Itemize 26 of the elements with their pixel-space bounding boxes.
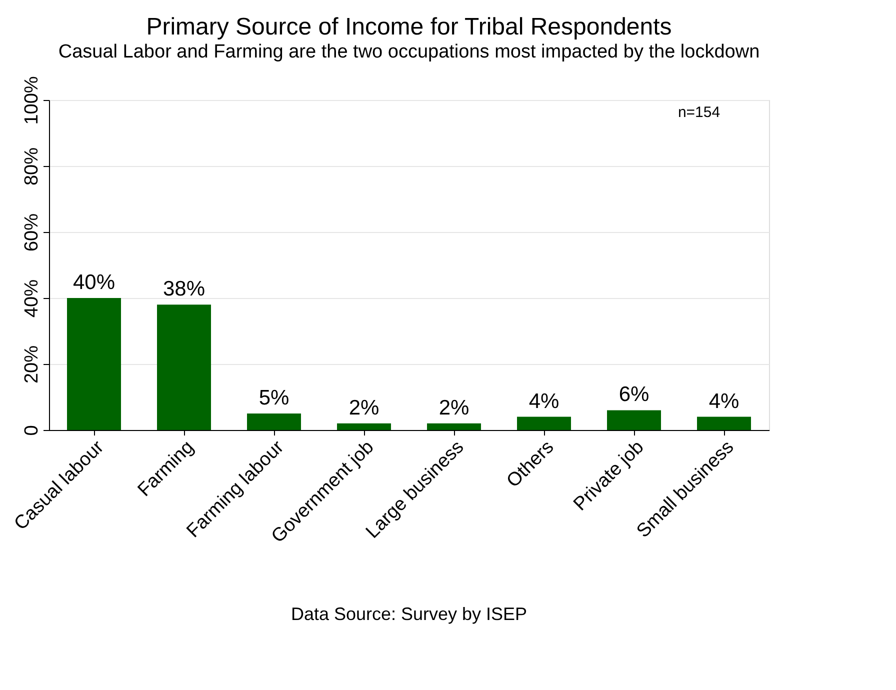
bar bbox=[427, 423, 481, 430]
bar bbox=[67, 298, 121, 430]
y-tick-label: 0 bbox=[22, 425, 42, 436]
data-label: 2% bbox=[348, 396, 380, 420]
bar bbox=[697, 416, 751, 430]
y-tick-label: 60% bbox=[22, 213, 42, 252]
annotation: n=154 bbox=[678, 104, 720, 121]
bar bbox=[247, 414, 301, 430]
data-label: 5% bbox=[258, 386, 290, 410]
chart-title: Primary Source of Income for Tribal Respondents bbox=[146, 14, 672, 41]
y-tick-label: 40% bbox=[22, 279, 42, 318]
source-note: Data Source: Survey by ISEP bbox=[290, 604, 528, 624]
data-label: 38% bbox=[162, 278, 206, 301]
data-label: 4% bbox=[528, 390, 560, 413]
bar bbox=[157, 304, 211, 430]
bar bbox=[337, 423, 391, 430]
y-tick-label: 80% bbox=[22, 147, 42, 186]
data-label: 4% bbox=[708, 390, 740, 413]
y-tick-label: 20% bbox=[22, 345, 42, 384]
y-tick-label: 100% bbox=[22, 76, 42, 125]
bar bbox=[517, 416, 571, 430]
data-label: 6% bbox=[618, 383, 650, 406]
data-label: 2% bbox=[438, 396, 470, 420]
chart-subtitle: Casual Labor and Farming are the two occupations most impacted by the lockdown bbox=[58, 42, 760, 63]
data-label: 40% bbox=[72, 271, 116, 294]
bar bbox=[607, 410, 661, 430]
